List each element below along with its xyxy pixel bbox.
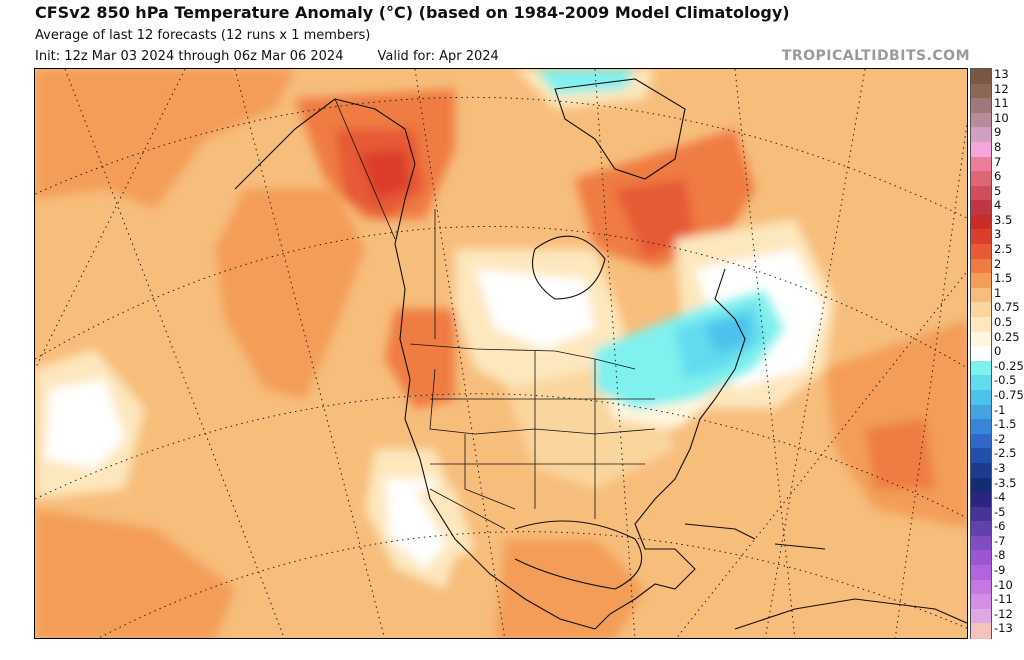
colorbar-swatch [971,317,991,333]
colorbar-label: -0.75 [994,387,1024,402]
colorbar-label: 5 [994,183,1002,198]
colorbar-swatch [971,98,991,114]
colorbar-label: 3 [994,227,1002,242]
colorbar-label: 9 [994,125,1002,140]
colorbar-label: -13 [994,621,1013,636]
colorbar-swatch [971,492,991,508]
colorbar-label: -12 [994,606,1013,621]
colorbar-swatch [971,579,991,595]
colorbar-label: 11 [994,96,1009,111]
colorbar-swatch [971,127,991,143]
colorbar-swatch [971,287,991,304]
colorbar-label: -0.25 [994,358,1024,373]
colorbar-swatch [971,156,991,172]
colorbar-label: 7 [994,154,1002,169]
colorbar-swatch [971,346,991,362]
colorbar-label: 13 [994,67,1009,81]
colorbar-swatch [971,375,991,391]
coastlines [234,78,967,630]
colorbar-label: -9 [994,563,1006,578]
colorbar-swatch [971,404,991,420]
colorbar-swatch [971,462,991,479]
colorbar-swatch [971,258,991,274]
colorbar-label: -11 [994,592,1013,607]
colorbar-swatch [971,565,991,581]
valid-text: Valid for: Apr 2024 [377,49,499,64]
colorbar-swatch [971,83,991,99]
colorbar-label: 3.5 [994,212,1013,227]
anomaly-map [34,68,968,639]
colorbar-swatch [971,229,991,245]
colorbar-label: -8 [994,548,1006,563]
colorbar-swatch [971,419,991,435]
init-text: Init: 12z Mar 03 2024 through 06z Mar 06… [35,49,344,64]
colorbar-label: 12 [994,81,1009,96]
colorbar-label: -1.5 [994,417,1017,432]
colorbar-swatch [971,594,991,610]
colorbar-label: 4 [994,198,1002,213]
colorbar-label: 6 [994,169,1002,184]
colorbar-label: -1 [994,402,1006,417]
colorbar-swatch [971,521,991,537]
colorbar-swatch [971,448,991,464]
colorbar-label: 8 [994,139,1002,154]
colorbar-label: 0.5 [994,315,1013,330]
colorbar-swatch [971,623,991,639]
init-line: Init: 12z Mar 03 2024 through 06z Mar 06… [35,49,499,64]
colorbar-swatch [971,214,991,231]
colorbar-swatch [971,273,991,289]
colorbar-label: -2.5 [994,446,1017,461]
colorbar-label: 0.75 [994,300,1020,315]
colorbar-label: -6 [994,519,1006,534]
brand-watermark: TROPICALTIDBITS.COM [781,48,970,64]
colorbar-swatch [971,360,991,376]
colorbar-swatch [971,331,991,347]
colorbar-swatch [971,550,991,566]
borders [334,98,656,530]
colorbar-swatch [971,69,991,85]
colorbar-swatch [971,389,991,406]
colorbar-label: 0 [994,344,1002,359]
colorbar-swatch [971,141,991,158]
colorbar-swatch [971,608,991,624]
colorbar-label: -4 [994,490,1006,505]
colorbar-swatch [971,506,991,522]
colorbar-swatch [971,433,991,449]
graticule [35,69,967,638]
colorbar-label: 1 [994,285,1002,300]
colorbar-label: -2 [994,431,1006,446]
colorbar-label: -5 [994,504,1006,519]
colorbar-swatch [971,477,991,493]
colorbar-label: -3 [994,460,1006,475]
colorbar-swatch [971,200,991,216]
colorbar-swatch [971,302,991,318]
colorbar-label: 2 [994,256,1002,271]
map-svg [35,69,967,638]
colorbar-swatch [971,112,991,128]
colorbar-label: 1.5 [994,271,1013,286]
subtitle: Average of last 12 forecasts (12 runs x … [35,28,371,43]
chart-title: CFSv2 850 hPa Temperature Anomaly (°C) (… [35,3,790,22]
colorbar-swatch [971,185,991,201]
colorbar-label: -0.5 [994,373,1017,388]
colorbar-swatch [971,171,991,187]
colorbar-label: -7 [994,533,1006,548]
colorbar-swatch [971,244,991,260]
colorbar [970,68,992,639]
colorbar-swatch [971,535,991,552]
colorbar-label: -3.5 [994,475,1017,490]
colorbar-label: -10 [994,577,1013,592]
colorbar-label: 10 [994,110,1009,125]
colorbar-label: 2.5 [994,242,1013,257]
colorbar-label: 0.25 [994,329,1020,344]
colorbar-labels: 13 12 11 10 9 8 7 6 5 4 3.5 3 2.5 2 1.5 1 0.75 0.5 0.25 0 -0… [994,68,1024,639]
